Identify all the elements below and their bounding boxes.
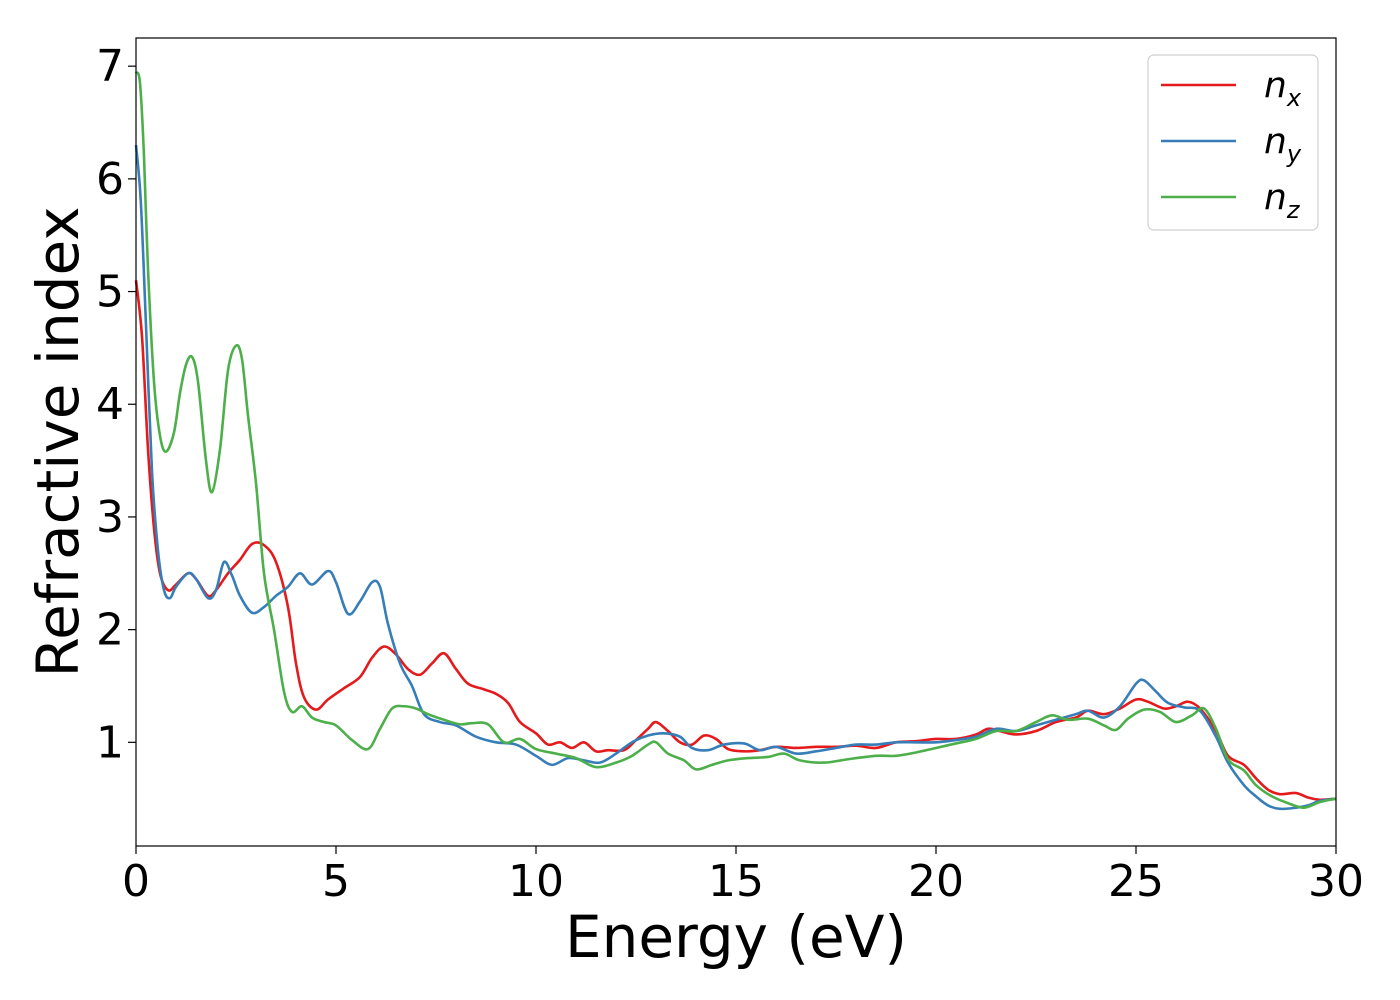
x-tick-label: 20 (908, 856, 964, 907)
y-tick-label: 7 (96, 41, 124, 92)
x-axis-ticks: 0 5 10 15 20 25 30 (122, 846, 1364, 907)
series-layer (134, 70, 1337, 811)
y-tick-label: 1 (96, 717, 124, 768)
x-tick-label: 15 (708, 856, 764, 907)
x-tick-label: 5 (322, 856, 350, 907)
y-tick-label: 3 (96, 492, 124, 543)
legend-box (1147, 54, 1319, 231)
y-tick-label: 4 (96, 379, 124, 430)
x-axis-label: Energy (eV) (565, 903, 907, 971)
x-tick-label: 10 (508, 856, 564, 907)
y-tick-label: 2 (96, 605, 124, 656)
legend-label-z: nz (1264, 177, 1301, 224)
series-line-x (134, 280, 1337, 802)
y-tick-label: 6 (96, 154, 124, 205)
y-tick-label: 5 (96, 267, 124, 318)
series-line-y (134, 144, 1337, 811)
x-tick-label: 0 (122, 856, 150, 907)
y-axis-ticks: 1 2 3 4 5 6 7 (96, 41, 136, 768)
x-tick-label: 25 (1108, 856, 1164, 907)
y-axis-label: Refractive index (24, 206, 92, 677)
series-line-z (134, 70, 1337, 809)
x-tick-label: 30 (1308, 856, 1364, 907)
